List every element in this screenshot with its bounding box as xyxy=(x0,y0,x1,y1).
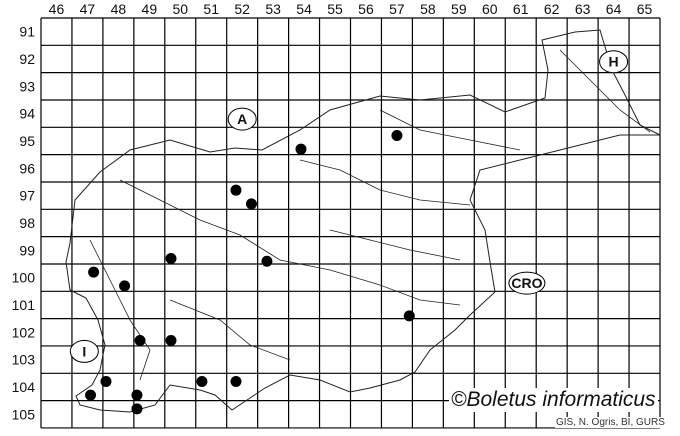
river xyxy=(169,299,291,361)
country-label-oval xyxy=(599,50,629,74)
record-dot xyxy=(261,255,273,267)
record-dot xyxy=(131,389,143,401)
row-label: 95 xyxy=(19,133,35,149)
record-dot xyxy=(131,403,143,415)
column-label: 50 xyxy=(172,1,188,17)
river xyxy=(299,159,471,206)
river xyxy=(89,239,151,381)
axis-labels: 46 47 48 49 50 51 52 53 54 55 56 57 58 59 60 61 62 63 64 65… xyxy=(12,1,653,422)
country-label-oval xyxy=(69,339,99,363)
column-label: 53 xyxy=(265,1,281,17)
country-label-oval xyxy=(227,107,257,131)
column-label: 63 xyxy=(575,1,591,17)
row-label: 97 xyxy=(19,188,35,204)
country-labels: A H CRO I xyxy=(69,50,629,363)
column-label: 48 xyxy=(111,1,127,17)
record-dot xyxy=(403,310,415,322)
country-label: A xyxy=(237,111,247,127)
column-label: 47 xyxy=(80,1,96,17)
row-label: 93 xyxy=(19,78,35,94)
records xyxy=(85,130,415,415)
record-dot xyxy=(165,253,177,265)
column-label: 64 xyxy=(606,1,622,17)
river xyxy=(559,49,651,133)
row-label: 102 xyxy=(12,324,36,340)
column-label: 62 xyxy=(544,1,560,17)
row-label: 99 xyxy=(19,242,35,258)
copyright-credit: ©Boletus informaticus xyxy=(449,388,658,412)
row-label: 101 xyxy=(12,297,36,313)
row-label: 105 xyxy=(12,406,36,422)
row-label: 103 xyxy=(12,352,36,368)
row-label: 96 xyxy=(19,160,35,176)
column-label: 60 xyxy=(482,1,498,17)
country-label: I xyxy=(82,343,86,359)
column-label: 58 xyxy=(420,1,436,17)
column-label: 59 xyxy=(451,1,467,17)
record-dot xyxy=(230,375,242,387)
country-border xyxy=(65,29,661,413)
record-dot xyxy=(88,266,100,278)
record-dot xyxy=(165,334,177,346)
column-label: 52 xyxy=(234,1,250,17)
record-dot xyxy=(230,184,242,196)
column-label: 56 xyxy=(358,1,374,17)
country-label-oval xyxy=(508,271,546,295)
row-label: 91 xyxy=(19,24,35,40)
column-label: 57 xyxy=(389,1,405,17)
record-dot xyxy=(100,375,112,387)
column-label: 55 xyxy=(327,1,343,17)
column-label: 61 xyxy=(513,1,529,17)
record-dot xyxy=(295,143,307,155)
record-dot xyxy=(391,130,403,142)
record-dot xyxy=(245,198,257,210)
column-label: 54 xyxy=(296,1,312,17)
row-label: 98 xyxy=(19,215,35,231)
row-label: 104 xyxy=(12,379,36,395)
river xyxy=(329,229,461,261)
country-label: H xyxy=(609,54,619,70)
river xyxy=(379,109,521,151)
column-label: 65 xyxy=(637,1,653,17)
record-dot xyxy=(134,334,146,346)
record-dot xyxy=(119,280,131,292)
slovenia-border xyxy=(65,29,661,413)
river xyxy=(119,179,461,306)
row-label: 100 xyxy=(12,270,36,286)
country-label: CRO xyxy=(511,275,542,291)
row-label: 92 xyxy=(19,51,35,67)
column-label: 51 xyxy=(203,1,219,17)
data-source: GIS, N. Ogris, BI, GURS xyxy=(555,417,666,428)
record-dot xyxy=(196,375,208,387)
column-label: 46 xyxy=(49,1,65,17)
grid xyxy=(40,17,661,429)
column-label: 49 xyxy=(142,1,158,17)
record-dot xyxy=(85,389,97,401)
row-label: 94 xyxy=(19,106,35,122)
